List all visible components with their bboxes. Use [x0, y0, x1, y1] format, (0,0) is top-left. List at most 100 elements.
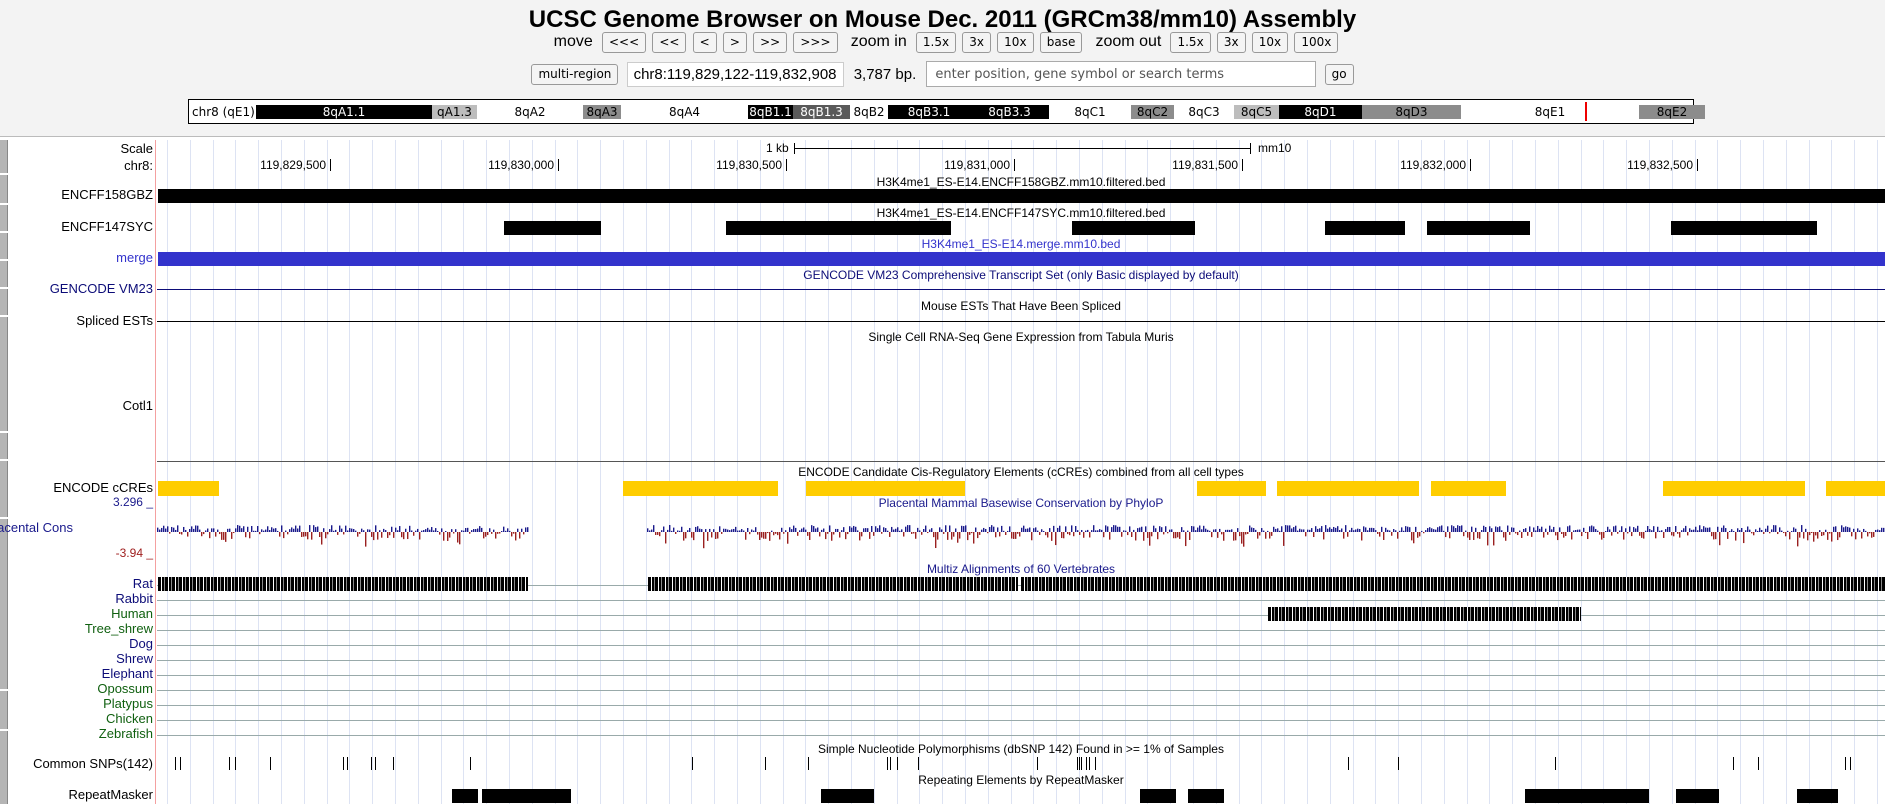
- zoom-in-base-button[interactable]: base: [1039, 32, 1083, 53]
- track-label-phylop[interactable]: Placental Cons: [0, 520, 73, 535]
- ideogram-band[interactable]: 8qA3: [583, 105, 621, 119]
- snp-marker[interactable]: [1079, 757, 1080, 770]
- multi-region-button[interactable]: multi-region: [531, 63, 619, 85]
- ccre-element[interactable]: [1197, 481, 1266, 496]
- merge-feature[interactable]: [158, 252, 1885, 266]
- ccre-element[interactable]: [1663, 481, 1805, 496]
- snp-marker[interactable]: [180, 757, 181, 770]
- track-image[interactable]: Scale chr8: 1 kb mm10 119,829,500 119,830…: [0, 140, 1885, 804]
- snp-marker[interactable]: [393, 757, 394, 770]
- track-label-ccre[interactable]: ENCODE cCREs: [53, 480, 153, 495]
- alignment-row-opossum[interactable]: [157, 690, 1885, 691]
- track-label-merge[interactable]: merge: [116, 250, 153, 265]
- track-handle[interactable]: [0, 233, 8, 259]
- go-button[interactable]: go: [1324, 63, 1354, 85]
- ccre-element[interactable]: [1826, 481, 1885, 496]
- encff147syc-feature[interactable]: [504, 221, 601, 235]
- snp-marker[interactable]: [375, 757, 376, 770]
- alignment-row-chicken[interactable]: [157, 720, 1885, 721]
- snp-marker[interactable]: [808, 757, 809, 770]
- track-handle[interactable]: [0, 289, 8, 315]
- snp-marker[interactable]: [1077, 757, 1078, 770]
- ideogram-band[interactable]: 8qB1.1: [748, 105, 793, 119]
- snp-marker[interactable]: [765, 757, 766, 770]
- encff147syc-feature[interactable]: [726, 221, 951, 235]
- repeat-element[interactable]: [1676, 789, 1719, 803]
- ccre-element[interactable]: [806, 481, 965, 496]
- track-handle[interactable]: [0, 140, 8, 173]
- encff158gbz-feature[interactable]: [158, 189, 1885, 203]
- repeat-element[interactable]: [1140, 789, 1176, 803]
- snp-marker[interactable]: [235, 757, 236, 770]
- track-label-rmsk[interactable]: RepeatMasker: [68, 787, 153, 802]
- snp-marker[interactable]: [270, 757, 271, 770]
- encff147syc-feature[interactable]: [1325, 221, 1405, 235]
- snp-marker[interactable]: [692, 757, 693, 770]
- snp-marker[interactable]: [918, 757, 919, 770]
- repeat-element[interactable]: [821, 789, 874, 803]
- snp-marker[interactable]: [1081, 757, 1082, 770]
- alignment-row-human[interactable]: [157, 615, 1885, 616]
- phylop-wiggle[interactable]: [157, 508, 1885, 558]
- snp-marker[interactable]: [470, 757, 471, 770]
- snp-marker[interactable]: [1095, 757, 1096, 770]
- ideogram-band[interactable]: 8qA1.1: [256, 105, 432, 119]
- zoom-in-1.5x-button[interactable]: 1.5x: [915, 32, 957, 53]
- ideogram-band[interactable]: 8qD3: [1362, 105, 1461, 119]
- snp-marker[interactable]: [1089, 757, 1090, 770]
- alignment-block[interactable]: [1021, 577, 1885, 591]
- repeat-element[interactable]: [1797, 789, 1838, 803]
- encff147syc-feature[interactable]: [1427, 221, 1530, 235]
- chromosome-ideogram[interactable]: chr8 (qE1) 8qA1.1 qA1.3 8qA2 8qA3 8qA4 8qB1.1…: [188, 99, 1705, 124]
- snp-marker[interactable]: [1850, 757, 1851, 770]
- ccre-element[interactable]: [158, 481, 219, 496]
- track-label-snp[interactable]: Common SNPs(142): [33, 756, 153, 771]
- repeat-element[interactable]: [1188, 789, 1224, 803]
- snp-marker[interactable]: [890, 757, 891, 770]
- alignment-row-elephant[interactable]: [157, 675, 1885, 676]
- alignment-row-rabbit[interactable]: [157, 600, 1885, 601]
- snp-marker[interactable]: [175, 757, 176, 770]
- ideogram-band[interactable]: 8qB1.3: [793, 105, 850, 119]
- zoom-in-10x-button[interactable]: 10x: [997, 32, 1034, 53]
- track-handle[interactable]: [0, 175, 8, 203]
- snp-marker[interactable]: [1758, 757, 1759, 770]
- snp-marker[interactable]: [897, 757, 898, 770]
- encff147syc-feature[interactable]: [1671, 221, 1817, 235]
- zoom-out-10x-button[interactable]: 10x: [1251, 32, 1289, 53]
- snp-marker[interactable]: [371, 757, 372, 770]
- ideogram-band[interactable]: 8qC3: [1174, 105, 1234, 119]
- track-handle[interactable]: [0, 433, 8, 459]
- ideogram-band[interactable]: 8qC1: [1049, 105, 1131, 119]
- gencode-intron-line[interactable]: [157, 289, 1885, 290]
- move-right-button[interactable]: >: [722, 32, 747, 53]
- snp-marker[interactable]: [1555, 757, 1556, 770]
- zoom-in-3x-button[interactable]: 3x: [962, 32, 991, 53]
- track-handle[interactable]: [0, 317, 8, 431]
- track-label-est[interactable]: Spliced ESTs: [76, 313, 153, 328]
- move-left-button[interactable]: <: [692, 32, 717, 53]
- snp-marker[interactable]: [347, 757, 348, 770]
- repeat-element[interactable]: [452, 789, 478, 803]
- alignment-row-zebrafish[interactable]: [157, 735, 1885, 736]
- ideogram-band[interactable]: 8qA2: [477, 105, 583, 119]
- alignment-row-dog[interactable]: [157, 645, 1885, 646]
- track-handle[interactable]: [0, 461, 8, 517]
- zoom-out-100x-button[interactable]: 100x: [1294, 32, 1339, 53]
- ideogram-band[interactable]: 8qE1: [1461, 105, 1639, 119]
- ideogram-band[interactable]: qA1.3: [432, 105, 477, 119]
- ccre-element[interactable]: [623, 481, 778, 496]
- move-end-button[interactable]: >>>: [793, 32, 838, 53]
- repeat-element[interactable]: [1525, 789, 1649, 803]
- snp-marker[interactable]: [887, 757, 888, 770]
- alignment-row-tree_shrew[interactable]: [157, 630, 1885, 631]
- snp-marker[interactable]: [1398, 757, 1399, 770]
- zoom-out-1.5x-button[interactable]: 1.5x: [1170, 32, 1211, 53]
- encff147syc-feature[interactable]: [1072, 221, 1195, 235]
- alignment-block[interactable]: [158, 577, 528, 591]
- zoom-out-3x-button[interactable]: 3x: [1216, 32, 1246, 53]
- search-input[interactable]: [926, 61, 1317, 87]
- alignment-block[interactable]: [1268, 607, 1581, 621]
- move-right-far-button[interactable]: >>: [753, 32, 788, 53]
- snp-marker[interactable]: [229, 757, 230, 770]
